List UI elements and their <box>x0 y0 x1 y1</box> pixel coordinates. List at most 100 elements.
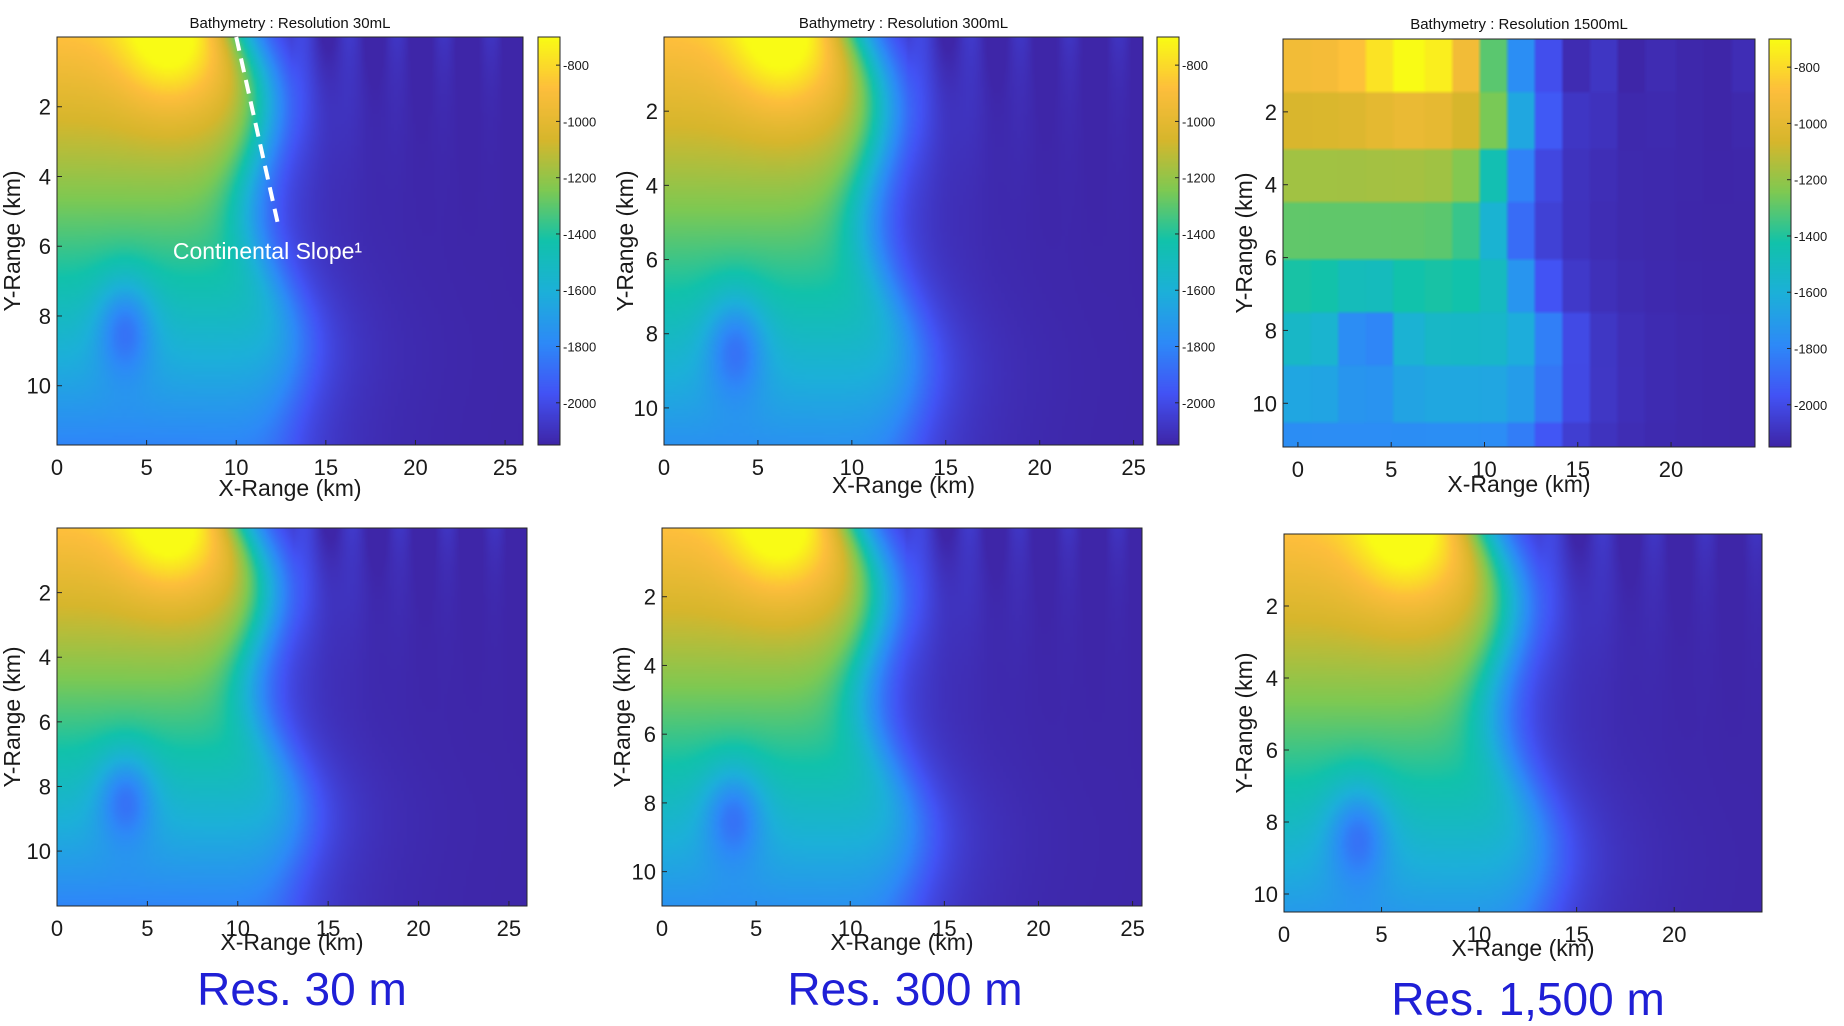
x-tick-label: 20 <box>1026 916 1050 941</box>
heatmap-image <box>57 528 527 906</box>
colorbar-tick-label: -1800 <box>563 340 596 355</box>
x-axis-label: X-Range (km) <box>220 929 363 955</box>
x-tick-label: 0 <box>51 455 63 480</box>
y-tick-label: 10 <box>27 374 51 399</box>
x-tick-label: 0 <box>51 916 63 941</box>
x-tick-label: 20 <box>1662 922 1686 947</box>
colorbar-tick-label: -1200 <box>563 171 596 186</box>
colorbar-gradient <box>1157 37 1179 445</box>
x-tick-label: 25 <box>493 455 517 480</box>
colorbar-tick-label: -800 <box>1794 60 1820 75</box>
x-tick-label: 15 <box>1566 457 1590 482</box>
chart-title: Bathymetry : Resolution 1500mL <box>1410 16 1628 33</box>
caption-res-1500m: Res. 1,500 m <box>1391 973 1665 1025</box>
y-tick-label: 10 <box>634 396 658 421</box>
x-tick-label: 10 <box>838 916 862 941</box>
x-axis-label: X-Range (km) <box>832 472 975 498</box>
colorbar-tick-label: -2000 <box>1182 396 1215 411</box>
y-axis-label: Y-Range (km) <box>0 646 25 787</box>
y-tick-label: 6 <box>39 234 51 259</box>
x-tick-label: 5 <box>750 916 762 941</box>
y-tick-label: 6 <box>644 722 656 747</box>
y-tick-label: 2 <box>1266 594 1278 619</box>
x-tick-label: 25 <box>1120 916 1144 941</box>
y-tick-label: 6 <box>646 248 658 273</box>
colorbar-tick-label: -800 <box>1182 58 1208 73</box>
y-axis-label: Y-Range (km) <box>0 170 25 311</box>
y-tick-label: 8 <box>39 304 51 329</box>
y-tick-label: 2 <box>39 95 51 120</box>
y-tick-label: 8 <box>644 791 656 816</box>
colorbar: -800 -1000 -1200 -1400 -1600 -1800 -2000 <box>1156 36 1215 446</box>
y-tick-label: 4 <box>39 164 51 189</box>
colorbar-tick-label: -1400 <box>1794 229 1827 244</box>
panel-bottom-300: 0 5 10 15 20 25 X-Range (km) 2 4 6 8 10 Y-Range (km) <box>609 527 1145 955</box>
y-tick-label: 8 <box>1265 318 1277 343</box>
x-axis-label: X-Range (km) <box>830 929 973 955</box>
colorbar-frame <box>537 36 561 446</box>
x-tick-label: 20 <box>1659 457 1683 482</box>
colorbar: -800 -1000 -1200 -1400 -1600 -1800 -2000 <box>1768 38 1827 448</box>
y-tick-label: 8 <box>39 774 51 799</box>
heatmap-image <box>664 37 1143 445</box>
x-tick-label: 15 <box>314 455 338 480</box>
x-tick-label: 20 <box>406 916 430 941</box>
y-axis-label: Y-Range (km) <box>612 170 638 311</box>
y-tick-label: 2 <box>644 585 656 610</box>
panel-top-300: Bathymetry : Resolution 300mL 0 5 10 15 20 25 X… <box>612 15 1215 498</box>
colorbar-gradient <box>1769 39 1791 447</box>
x-tick-label: 25 <box>1121 455 1145 480</box>
x-tick-label: 5 <box>1385 457 1397 482</box>
y-tick-label: 6 <box>1266 738 1278 763</box>
axes-frame <box>663 36 1144 446</box>
colorbar-tick-label: -800 <box>563 58 589 73</box>
y-tick-label: 8 <box>646 322 658 347</box>
x-tick-label: 10 <box>1467 922 1491 947</box>
x-tick-label: 20 <box>1027 455 1051 480</box>
colorbar-tick-label: -1400 <box>563 227 596 242</box>
colorbar-tick-label: -1200 <box>1182 171 1215 186</box>
x-axis-label: X-Range (km) <box>1447 471 1590 497</box>
y-axis-label: Y-Range (km) <box>1231 172 1257 313</box>
heatmap-image <box>1284 534 1762 912</box>
heatmap-image <box>1283 39 1755 447</box>
caption-res-30m: Res. 30 m <box>197 963 407 1015</box>
chart-title: Bathymetry : Resolution 300mL <box>799 15 1008 32</box>
x-tick-label: 0 <box>658 455 670 480</box>
x-tick-label: 10 <box>226 916 250 941</box>
x-tick-label: 0 <box>656 916 668 941</box>
y-tick-label: 4 <box>39 645 51 670</box>
y-tick-label: 2 <box>646 99 658 124</box>
colorbar-frame <box>1768 38 1792 448</box>
y-tick-label: 10 <box>632 860 656 885</box>
colorbar-tick-label: -1600 <box>1182 283 1215 298</box>
y-tick-label: 6 <box>39 710 51 735</box>
panel-bottom-1500: 0 5 10 15 20 X-Range (km) 2 4 6 8 10 Y-Range (km) <box>1231 533 1763 961</box>
y-tick-label: 2 <box>39 581 51 606</box>
y-tick-label: 4 <box>646 173 658 198</box>
x-tick-label: 0 <box>1292 457 1304 482</box>
heatmap-image <box>57 37 523 445</box>
y-tick-label: 2 <box>1265 100 1277 125</box>
colorbar-tick-label: -1400 <box>1182 227 1215 242</box>
x-tick-label: 25 <box>497 916 521 941</box>
y-tick-label: 6 <box>1265 246 1277 271</box>
axes-frame <box>56 36 524 446</box>
x-axis-label: X-Range (km) <box>1451 935 1594 961</box>
caption-res-300m: Res. 300 m <box>787 963 1023 1015</box>
y-tick-label: 4 <box>1265 173 1277 198</box>
axes-frame <box>661 527 1143 907</box>
x-tick-label: 10 <box>224 455 248 480</box>
axes-frame <box>1283 533 1763 913</box>
colorbar-tick-label: -2000 <box>563 396 596 411</box>
axes-frame <box>56 527 528 907</box>
colorbar-tick-label: -1600 <box>563 283 596 298</box>
continental-slope-label: Continental Slope¹ <box>173 238 363 264</box>
heatmap-image <box>662 528 1142 906</box>
y-tick-label: 4 <box>644 653 656 678</box>
y-tick-label: 4 <box>1266 666 1278 691</box>
panel-top-30: Bathymetry : Resolution 30mL 0 5 10 15 20 25 X-… <box>0 15 596 501</box>
x-tick-label: 15 <box>1564 922 1588 947</box>
x-tick-label: 10 <box>1472 457 1496 482</box>
y-axis-label: Y-Range (km) <box>1231 652 1257 793</box>
